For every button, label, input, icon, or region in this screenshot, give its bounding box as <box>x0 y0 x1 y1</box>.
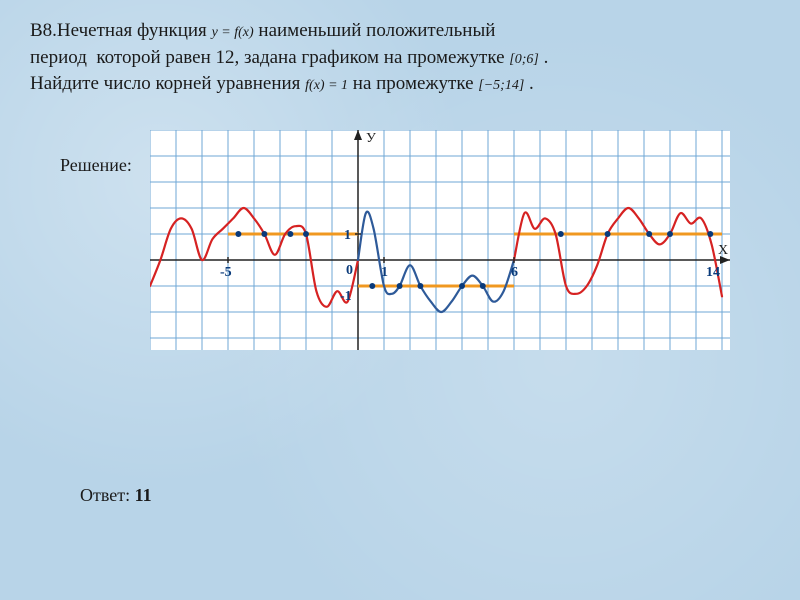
answer: Ответ: 11 <box>80 485 152 506</box>
interval: [0;6] <box>509 52 539 67</box>
text: наименьший положительный <box>258 20 495 41</box>
svg-text:14: 14 <box>706 265 720 280</box>
text: В8.Нечетная функция <box>30 20 212 41</box>
text: на промежутке <box>353 73 479 94</box>
formula: y = f(x) <box>212 25 254 40</box>
chart-svg: У Х 0 1 1 -1 -5 6 14 <box>150 130 730 350</box>
problem-statement: В8.Нечетная функция y = f(x) наименьший … <box>0 0 800 106</box>
answer-value: 11 <box>135 485 152 505</box>
svg-text:6: 6 <box>511 265 518 280</box>
interval: [−5;14] <box>478 78 524 93</box>
answer-label: Ответ: <box>80 485 135 505</box>
svg-text:0: 0 <box>346 263 353 278</box>
svg-text:-1: -1 <box>340 289 352 304</box>
text: период которой равен 12, задана графиком… <box>30 47 509 68</box>
function-chart: У Х 0 1 1 -1 -5 6 14 <box>150 130 730 350</box>
solution-label: Решение: <box>60 155 132 176</box>
svg-text:1: 1 <box>381 265 388 280</box>
formula: f(x) = 1 <box>305 78 348 93</box>
svg-text:-5: -5 <box>220 265 232 280</box>
text: Найдите число корней уравнения <box>30 73 305 94</box>
text: . <box>544 47 549 68</box>
svg-text:1: 1 <box>344 228 351 243</box>
svg-text:У: У <box>366 131 376 146</box>
svg-text:Х: Х <box>718 243 728 258</box>
text: . <box>529 73 534 94</box>
